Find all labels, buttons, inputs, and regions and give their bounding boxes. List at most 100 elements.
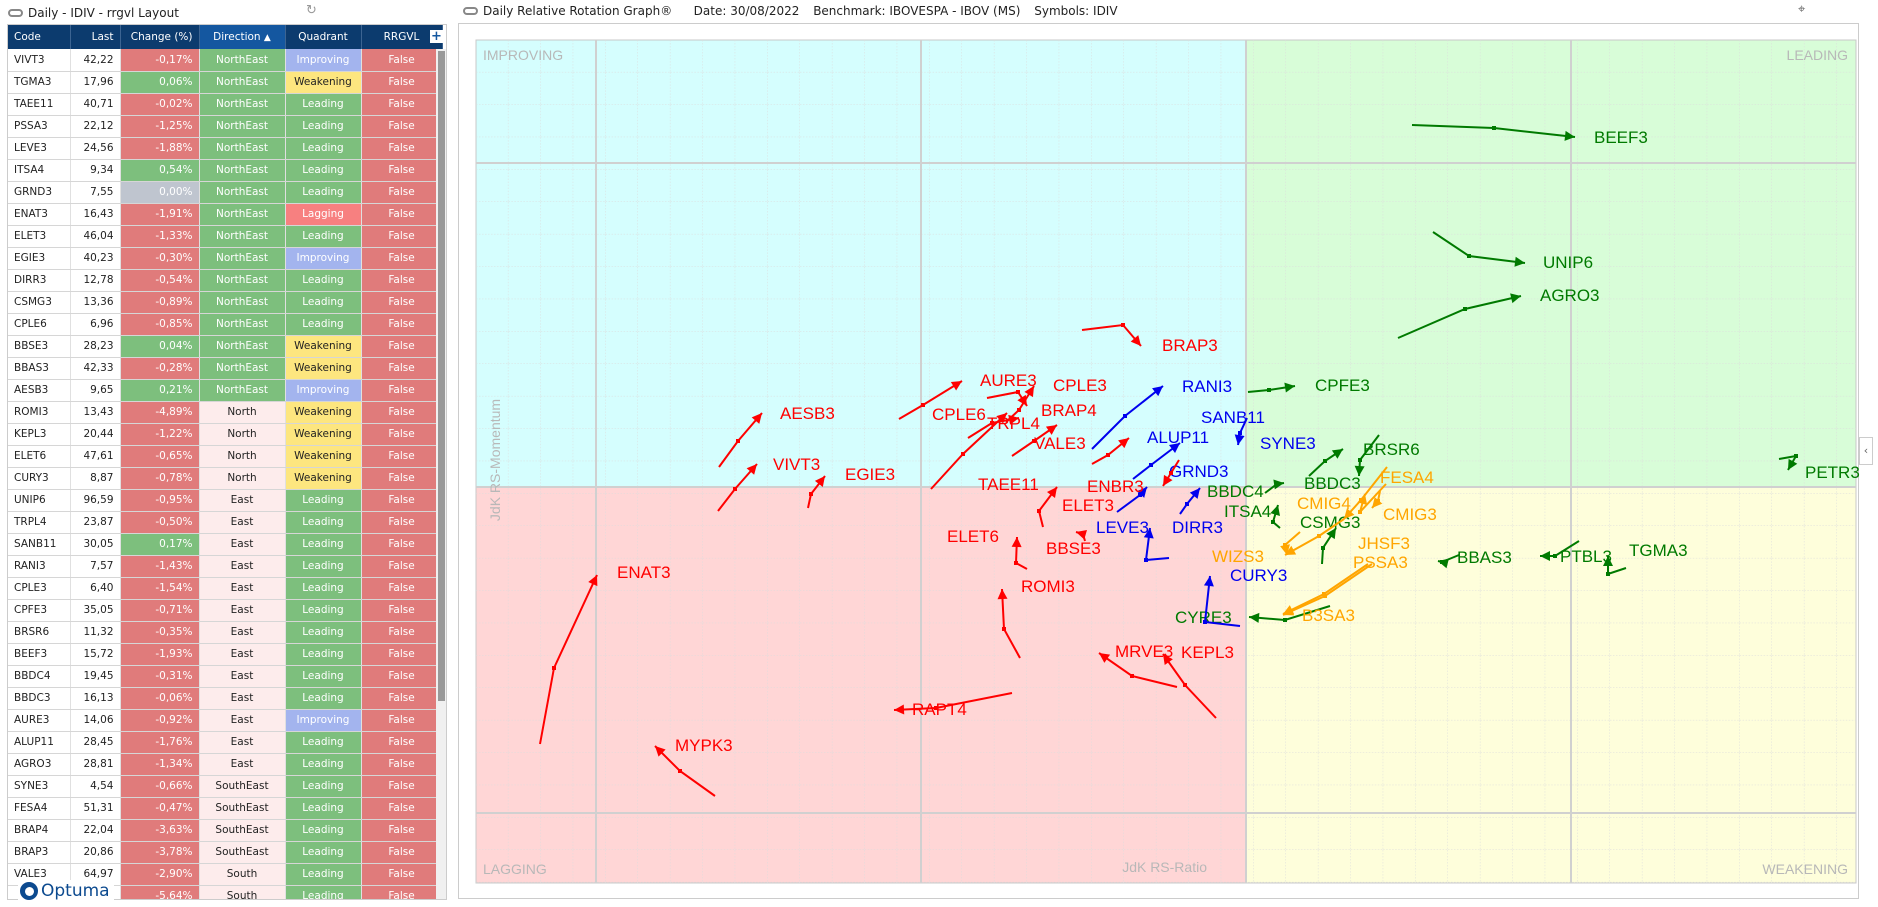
table-row[interactable]: BBDC3 16,13 -0,06% East Leading False (8, 687, 443, 710)
rrg-series-romi3[interactable]: ROMI3 (997, 577, 1075, 659)
rrg-series-vivt3[interactable]: VIVT3 (717, 455, 820, 512)
column-header-rrgvl[interactable]: RRGVL (361, 25, 443, 49)
table-row[interactable]: SYNE3 4,54 -0,66% SouthEast Leading False (8, 775, 443, 798)
table-row[interactable]: RANI3 7,57 -1,43% East Leading False (8, 555, 443, 578)
column-header-last[interactable]: Last (70, 25, 121, 49)
link-icon[interactable] (463, 7, 478, 15)
rrg-series-bbas3[interactable]: BBAS3 (1437, 548, 1512, 569)
rrg-series-beef3[interactable]: BEEF3 (1411, 124, 1648, 147)
rrg-series-cmig3[interactable]: CMIG3 (1371, 490, 1437, 524)
table-row[interactable]: VIVT3 42,22 -0,17% NorthEast Improving False (8, 49, 443, 72)
refresh-icon[interactable]: ↻ (306, 3, 317, 18)
rrg-series-mrve3[interactable]: MRVE3 (1098, 642, 1178, 688)
rrg-series-elet3[interactable]: ELET3 (1037, 486, 1114, 528)
rrg-series-egie3[interactable]: EGIE3 (807, 465, 895, 509)
table-row[interactable]: GRND3 7,55 0,00% NorthEast Leading False (8, 181, 443, 204)
rrg-series-wizs3[interactable]: WIZS3 (1212, 518, 1345, 566)
chevron-left-icon[interactable]: ‹ (1859, 437, 1873, 465)
table-row[interactable]: CPLE6 6,96 -0,85% NorthEast Leading False (8, 313, 443, 336)
table-row[interactable]: BEEF3 15,72 -1,93% East Leading False (8, 643, 443, 666)
table-row[interactable]: CPLE3 6,40 -1,54% East Leading False (8, 577, 443, 600)
rrg-series-cmig4[interactable]: CMIG4 (1297, 483, 1387, 514)
table-row[interactable]: EGIE3 40,23 -0,30% NorthEast Improving False (8, 247, 443, 270)
table-row[interactable]: AURE3 14,06 -0,92% East Improving False (8, 709, 443, 732)
table-row[interactable]: TAEE11 40,71 -0,02% NorthEast Leading False (8, 93, 443, 116)
rrg-series-bbse3[interactable]: BBSE3 (1046, 529, 1101, 558)
table-row[interactable]: FESA4 51,31 -0,47% SouthEast Leading False (8, 797, 443, 820)
table-row[interactable]: BRAP4 22,04 -3,63% SouthEast Leading False (8, 819, 443, 842)
table-row[interactable]: ROMI3 13,43 -4,89% North Weakening False (8, 401, 443, 424)
table-row[interactable]: DIRR3 12,78 -0,54% NorthEast Leading False (8, 269, 443, 292)
table-row[interactable]: BBSE3 28,23 0,04% NorthEast Weakening False (8, 335, 443, 358)
rrg-series-alup11[interactable]: ALUP11 (1132, 428, 1209, 480)
rrg-series-agro3[interactable]: AGRO3 (1397, 286, 1600, 339)
column-header-change[interactable]: Change (%) (120, 25, 200, 49)
rrg-series-brap4[interactable]: BRAP4 (1011, 401, 1097, 457)
rrg-series-brsr6[interactable]: BRSR6 (1354, 434, 1420, 477)
rrg-series-bbdc3[interactable]: BBDC3 (1304, 448, 1361, 493)
rrg-series-enbr3[interactable]: ENBR3 (1087, 459, 1180, 496)
column-header-quadrant[interactable]: Quadrant (285, 25, 362, 49)
table-row[interactable]: ITSA4 9,34 0,54% NorthEast Leading False (8, 159, 443, 182)
cell-last: 11,32 (70, 621, 121, 644)
rrg-series-unip6[interactable]: UNIP6 (1432, 231, 1593, 272)
column-header-code[interactable]: Code (8, 25, 71, 49)
table-row[interactable]: BRAP3 20,86 -3,78% SouthEast Leading False (8, 841, 443, 864)
table-row[interactable]: KEPL3 20,44 -1,22% North Weakening False (8, 423, 443, 446)
table-row[interactable]: PSSA3 22,12 -1,25% NorthEast Leading False (8, 115, 443, 138)
rrg-series-itsa4[interactable]: ITSA4 (1224, 502, 1281, 529)
table-row[interactable]: CPFE3 35,05 -0,71% East Leading False (8, 599, 443, 622)
column-header-direction[interactable]: Direction ▲ (199, 25, 286, 49)
table-row[interactable]: TGMA3 17,96 0,06% NorthEast Weakening False (8, 71, 443, 94)
rrg-series-cury3[interactable]: CURY3 (1203, 566, 1287, 627)
rrg-series-ptbl3[interactable]: PTBL3 (1540, 540, 1612, 566)
rrg-series-vale3[interactable]: VALE3 (1034, 434, 1130, 465)
rrg-series-leve3[interactable]: LEVE3 (1096, 518, 1170, 562)
rrg-series-cple6[interactable]: CPLE6 (898, 380, 986, 424)
table-row[interactable]: ELET3 46,04 -1,33% NorthEast Leading False (8, 225, 443, 248)
table-row[interactable]: LEVE3 24,56 -1,88% NorthEast Leading False (8, 137, 443, 160)
table-row[interactable]: UNIP6 96,59 -0,95% East Leading False (8, 489, 443, 512)
rrg-series-cyre3[interactable]: CYRE3 (1175, 605, 1331, 627)
table-row[interactable]: SANB11 30,05 0,17% East Leading False (8, 533, 443, 556)
table-row[interactable]: AESB3 9,65 0,21% NorthEast Improving False (8, 379, 443, 402)
table-row[interactable]: CURY3 8,87 -0,78% North Weakening False (8, 467, 443, 490)
add-column-plus-icon[interactable]: + (430, 29, 443, 44)
table-row[interactable]: BRSR6 11,32 -0,35% East Leading False (8, 621, 443, 644)
table-row[interactable]: ENAT3 16,43 -1,91% NorthEast Lagging False (8, 203, 443, 226)
rrg-series-cpfe3[interactable]: CPFE3 (1247, 376, 1370, 395)
table-row[interactable]: VALE3 64,97 -2,90% South Leading False (8, 863, 443, 886)
rrg-series-tgma3[interactable]: TGMA3 (1603, 541, 1688, 576)
table-scrollbar-thumb[interactable] (438, 51, 445, 701)
rrg-series-jhsf3[interactable]: JHSF3 (1280, 531, 1410, 556)
rrg-series-sanb11[interactable]: SANB11 (1201, 408, 1265, 446)
rrg-series-taee11[interactable]: TAEE11 (930, 412, 1039, 494)
rrg-series-b3sa3[interactable]: B3SA3 (1282, 563, 1373, 625)
table-row[interactable]: ELET6 47,61 -0,65% North Weakening False (8, 445, 443, 468)
pin-icon[interactable]: ⌖ (1798, 2, 1806, 17)
rrg-series-rapt4[interactable]: RAPT4 (893, 692, 1013, 719)
table-row[interactable]: ALUP11 28,45 -1,76% East Leading False (8, 731, 443, 754)
table-scrollbar[interactable] (436, 49, 446, 899)
table-row[interactable]: BBAS3 42,33 -0,28% NorthEast Weakening False (8, 357, 443, 380)
rrg-series-grnd3[interactable]: GRND3 (1116, 462, 1229, 513)
table-row[interactable]: -5,64% South Leading False (8, 885, 443, 899)
link-icon[interactable] (8, 9, 23, 17)
rrg-series-kepl3[interactable]: KEPL3 (1162, 643, 1234, 719)
rrg-series-elet6[interactable]: ELET6 (947, 527, 1028, 570)
rrg-series-petr3[interactable]: PETR3 (1778, 454, 1860, 482)
table-row[interactable]: CSMG3 13,36 -0,89% NorthEast Leading False (8, 291, 443, 314)
rrg-series-enat3[interactable]: ENAT3 (539, 563, 671, 745)
rrg-series-mypk3[interactable]: MYPK3 (654, 736, 733, 797)
rrg-series-aesb3[interactable]: AESB3 (718, 404, 835, 468)
table-row[interactable]: AGRO3 28,81 -1,34% East Leading False (8, 753, 443, 776)
rrg-series-brap3[interactable]: BRAP3 (1081, 323, 1218, 355)
table-row[interactable]: BBDC4 19,45 -0,31% East Leading False (8, 665, 443, 688)
rrg-series-dirr3[interactable]: DIRR3 (1172, 487, 1223, 537)
table-row[interactable]: TRPL4 23,87 -0,50% East Leading False (8, 511, 443, 534)
rrg-series-bbdc4[interactable]: BBDC4 (1207, 479, 1285, 501)
rrg-series-rani3[interactable]: RANI3 (1091, 377, 1232, 450)
rrg-series-syne3[interactable]: SYNE3 (1260, 434, 1316, 453)
rrg-series-cple3[interactable]: CPLE3 (1005, 376, 1107, 423)
